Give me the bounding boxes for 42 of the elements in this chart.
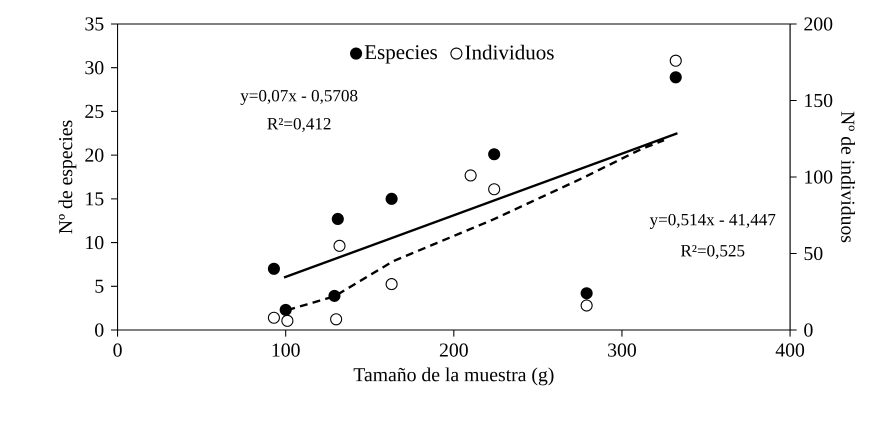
point <box>580 300 593 312</box>
point <box>333 240 346 252</box>
y2-tick-label: 150 <box>805 94 832 108</box>
point <box>330 313 342 326</box>
y2-axis-title: Nº de individuos <box>841 112 856 242</box>
point <box>281 314 294 328</box>
y-tick-label: 15 <box>86 192 104 206</box>
point <box>386 278 398 290</box>
point <box>386 192 398 206</box>
y2-tick-label: 100 <box>805 170 832 184</box>
point <box>670 71 682 84</box>
x-tick-label: 200 <box>440 344 468 357</box>
x-tick-label: 100 <box>272 344 300 357</box>
point <box>488 183 500 196</box>
point <box>670 54 682 67</box>
annotation: y=0,07x - 0,5708 <box>240 90 358 106</box>
y2-tick-label: 50 <box>804 247 822 260</box>
y2-tick-label: 0 <box>804 324 813 337</box>
point <box>268 262 280 276</box>
y-tick-label: 0 <box>95 324 104 337</box>
y2-tick-label: 200 <box>804 18 832 31</box>
point <box>580 287 593 300</box>
point <box>268 312 280 324</box>
y-tick-label: 20 <box>85 148 104 162</box>
legend-label: Individuos <box>465 44 554 60</box>
y-tick-label: 10 <box>86 236 104 250</box>
annotation: y=0,514x - 41,447 <box>650 214 776 230</box>
y-tick-label: 35 <box>85 18 104 31</box>
legend-label: Especies <box>364 45 437 64</box>
point <box>332 213 344 226</box>
x-axis-title: Tamaño de la muestra (g) <box>354 368 554 386</box>
annotation: R²=0,412 <box>267 118 330 132</box>
y-tick-label: 5 <box>95 280 104 294</box>
point <box>488 148 500 160</box>
y-tick-label: 30 <box>85 61 104 75</box>
annotation: R²=0,525 <box>680 245 744 260</box>
y-tick-label: 25 <box>85 104 104 118</box>
y-axis-title: Nº de especies <box>58 120 76 234</box>
x-tick-label: 0 <box>113 344 122 357</box>
point <box>464 170 477 182</box>
x-tick-label: 400 <box>776 344 804 357</box>
x-tick-label: 300 <box>608 344 636 357</box>
